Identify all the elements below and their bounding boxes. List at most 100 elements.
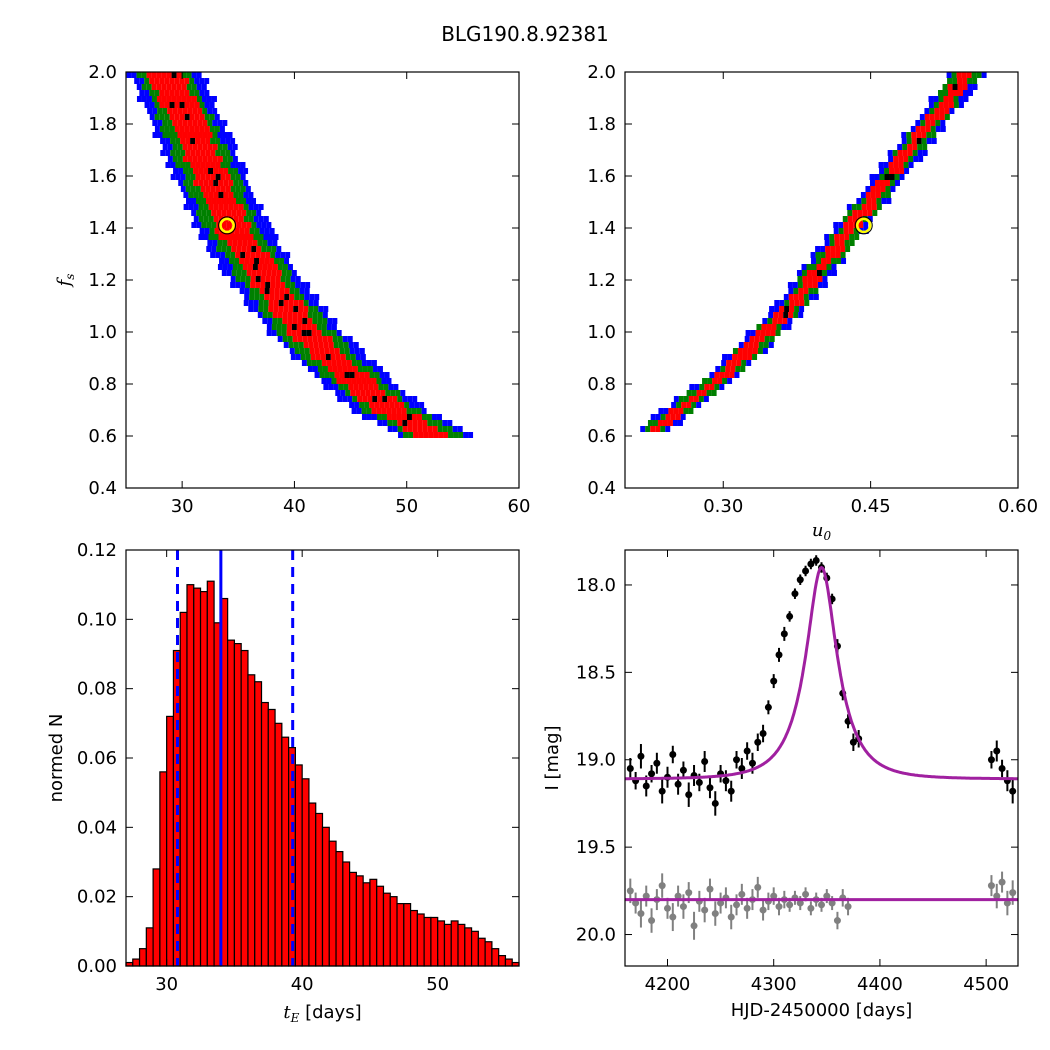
heat-cell-1sigma bbox=[368, 384, 374, 390]
heat-cell-1sigma bbox=[386, 408, 392, 414]
heat-cell-1sigma bbox=[752, 348, 758, 354]
heat-cell-3sigma bbox=[273, 234, 279, 240]
heat-cell-3sigma bbox=[290, 276, 296, 282]
heat-cell-2sigma bbox=[740, 366, 746, 372]
data-point bbox=[802, 567, 810, 575]
heat-cell-2sigma bbox=[699, 384, 705, 390]
heat-cell-1sigma bbox=[274, 294, 280, 300]
heat-cell-2sigma bbox=[167, 132, 173, 138]
heat-cell-3sigma bbox=[860, 192, 866, 198]
heat-cell-2sigma bbox=[793, 312, 799, 318]
histogram-bar bbox=[504, 958, 513, 967]
heat-cell-2sigma bbox=[251, 210, 257, 216]
heat-cell-2sigma bbox=[732, 348, 738, 354]
heat-cell-3sigma bbox=[709, 372, 715, 378]
heat-cell-3sigma bbox=[271, 330, 277, 336]
heat-cell-1sigma bbox=[401, 408, 407, 414]
heat-cell-3sigma bbox=[762, 348, 768, 354]
heat-cell-3sigma bbox=[361, 414, 367, 420]
heat-cell-1sigma bbox=[858, 222, 864, 228]
heat-cell-1sigma bbox=[834, 234, 840, 240]
histogram-bar bbox=[145, 927, 154, 967]
heat-cell-2sigma bbox=[317, 318, 323, 324]
heat-cell-1sigma bbox=[237, 240, 243, 246]
heat-cell-2sigma bbox=[776, 324, 782, 330]
heat-cell-3sigma bbox=[366, 414, 372, 420]
heat-cell-1sigma bbox=[351, 378, 357, 384]
heat-cell-1sigma bbox=[867, 210, 873, 216]
heat-cell-2sigma bbox=[847, 210, 853, 216]
heat-cell-1sigma bbox=[202, 156, 208, 162]
heat-cell-1sigma bbox=[889, 174, 895, 180]
heat-cell-2sigma bbox=[676, 402, 682, 408]
heat-cell-1sigma bbox=[293, 306, 299, 312]
heat-cell-1sigma bbox=[185, 150, 191, 156]
heat-cell-3sigma bbox=[869, 180, 875, 186]
heat-cell-2sigma bbox=[225, 252, 231, 258]
heat-cell-1sigma bbox=[375, 390, 381, 396]
heat-cell-2sigma bbox=[276, 324, 282, 330]
heat-cell-3sigma bbox=[267, 240, 273, 246]
heat-cell-1sigma bbox=[379, 402, 385, 408]
heat-cell-1sigma bbox=[217, 156, 223, 162]
data-point bbox=[738, 764, 746, 772]
heat-cell-1sigma bbox=[202, 120, 208, 126]
heat-cell-3sigma bbox=[919, 114, 925, 120]
heat-cell-1sigma bbox=[269, 288, 275, 294]
heat-cell-1sigma bbox=[326, 360, 332, 366]
heat-cell-1sigma bbox=[391, 408, 397, 414]
heat-cell-2sigma bbox=[356, 360, 362, 366]
heat-cell-1sigma bbox=[335, 354, 341, 360]
heat-cell-3sigma bbox=[186, 198, 192, 204]
heat-cell-3sigma bbox=[215, 252, 221, 258]
heat-cell-1sigma bbox=[241, 246, 247, 252]
heat-cell-3sigma bbox=[881, 198, 887, 204]
heat-cell-2sigma bbox=[212, 132, 218, 138]
heat-cell-3sigma bbox=[244, 288, 250, 294]
heat-cell-1sigma bbox=[314, 348, 320, 354]
heat-cell-2sigma bbox=[944, 114, 950, 120]
heat-cell-1sigma bbox=[260, 282, 266, 288]
heat-cell-3sigma bbox=[160, 150, 166, 156]
heat-cell-2sigma bbox=[889, 180, 895, 186]
heat-cell-2sigma bbox=[938, 96, 944, 102]
heat-cell-1sigma bbox=[402, 426, 408, 432]
heat-cell-1sigma bbox=[346, 360, 352, 366]
heat-cell-1sigma bbox=[798, 294, 804, 300]
heat-cell-3sigma bbox=[336, 330, 342, 336]
heat-cell-3sigma bbox=[266, 324, 272, 330]
heat-cell-1sigma bbox=[207, 156, 213, 162]
heat-cell-1sigma bbox=[227, 240, 233, 246]
heat-cell-2sigma bbox=[811, 264, 817, 270]
heat-cell-1sigma bbox=[742, 348, 748, 354]
residual-point bbox=[823, 892, 831, 900]
heat-cell-1sigma bbox=[210, 150, 216, 156]
heat-cell-2sigma bbox=[183, 168, 189, 174]
heat-cell-1sigma bbox=[248, 234, 254, 240]
y-tick-label: 2.0 bbox=[88, 62, 117, 83]
heat-cell-1sigma bbox=[245, 252, 251, 258]
heat-cell-2sigma bbox=[226, 246, 232, 252]
heat-cell-2sigma bbox=[385, 390, 391, 396]
heat-cell-1sigma bbox=[280, 282, 286, 288]
histogram-bar bbox=[389, 896, 398, 967]
heat-cell-1sigma bbox=[342, 366, 348, 372]
heat-cell-1sigma bbox=[291, 324, 297, 330]
heat-cell-3sigma bbox=[193, 204, 199, 210]
heat-cell-3sigma bbox=[276, 246, 282, 252]
heat-cell-3sigma bbox=[833, 222, 839, 228]
heat-cell-3sigma bbox=[327, 318, 333, 324]
heat-cell-1sigma bbox=[236, 210, 242, 216]
heat-cell-2sigma bbox=[266, 246, 272, 252]
heat-cell-2sigma bbox=[245, 282, 251, 288]
heat-cell-1sigma bbox=[159, 102, 165, 108]
heat-cell-2sigma bbox=[853, 228, 859, 234]
heat-cell-2sigma bbox=[317, 312, 323, 318]
heat-cell-3sigma bbox=[220, 252, 226, 258]
heat-cell-2sigma bbox=[238, 180, 244, 186]
heat-cell-1sigma bbox=[191, 96, 197, 102]
heat-cell-2sigma bbox=[741, 360, 747, 366]
heat-cell-2sigma bbox=[199, 102, 205, 108]
heat-cell-2sigma bbox=[362, 366, 368, 372]
heat-cell-1sigma bbox=[192, 132, 198, 138]
